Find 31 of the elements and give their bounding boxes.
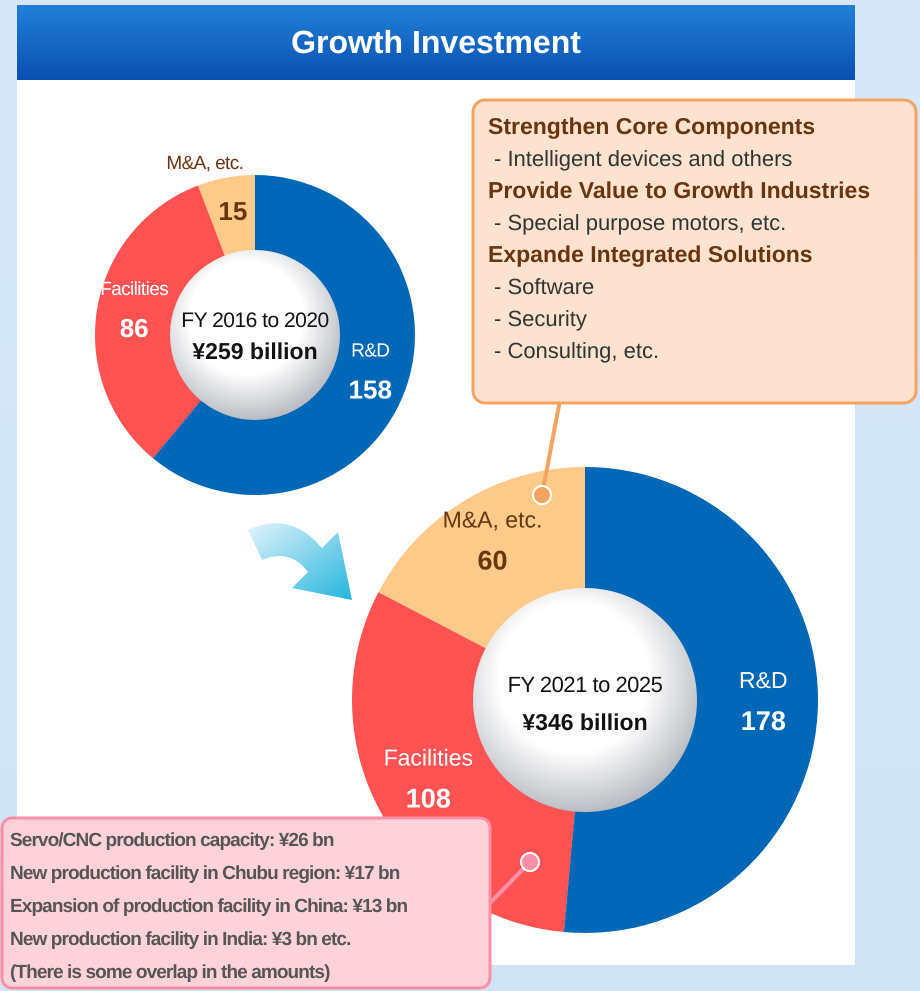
text: New production facility in Chubu region: ¥17 bn xyxy=(10,863,400,884)
text: ¥259 billion xyxy=(192,338,318,364)
data-label: 60 xyxy=(477,545,508,576)
text: New production facility in India: ¥3 bn etc. xyxy=(10,929,350,950)
data-label: 178 xyxy=(740,706,786,736)
text: FY 2016 to 2020 xyxy=(181,309,329,332)
donut-slice xyxy=(378,467,585,650)
text: - Consulting, etc. xyxy=(494,338,660,363)
text: Strengthen Core Components xyxy=(488,113,816,139)
text: Provide Value to Growth Industries xyxy=(488,177,870,203)
text: - Intelligent devices and others xyxy=(494,146,792,171)
text: FY 2021 to 2025 xyxy=(508,672,663,697)
text: Servo/CNC production capacity: ¥26 bn xyxy=(10,830,334,851)
chart-title: Growth Investment xyxy=(291,24,582,60)
slice-label: R&D xyxy=(739,667,788,694)
text: Expansion of production facility in China: ¥13 bn xyxy=(10,896,408,917)
data-label: 158 xyxy=(348,374,392,405)
slice-label: M&A, etc. xyxy=(442,506,542,532)
text: - Software xyxy=(494,274,594,299)
slice-label: Facilities xyxy=(100,279,168,300)
text: Expande Integrated Solutions xyxy=(488,241,813,267)
text: ¥346 billion xyxy=(522,709,648,735)
slice-label: R&D xyxy=(351,340,390,362)
text: (There is some overlap in the amounts) xyxy=(10,962,330,983)
slice-label: Facilities xyxy=(384,744,474,770)
slice-label: M&A, etc. xyxy=(166,153,244,174)
data-label: 86 xyxy=(120,313,149,344)
text: - Special purpose motors, etc. xyxy=(494,210,786,235)
data-label: 15 xyxy=(218,196,248,226)
text: - Security xyxy=(494,306,587,331)
data-label: 108 xyxy=(406,783,451,814)
